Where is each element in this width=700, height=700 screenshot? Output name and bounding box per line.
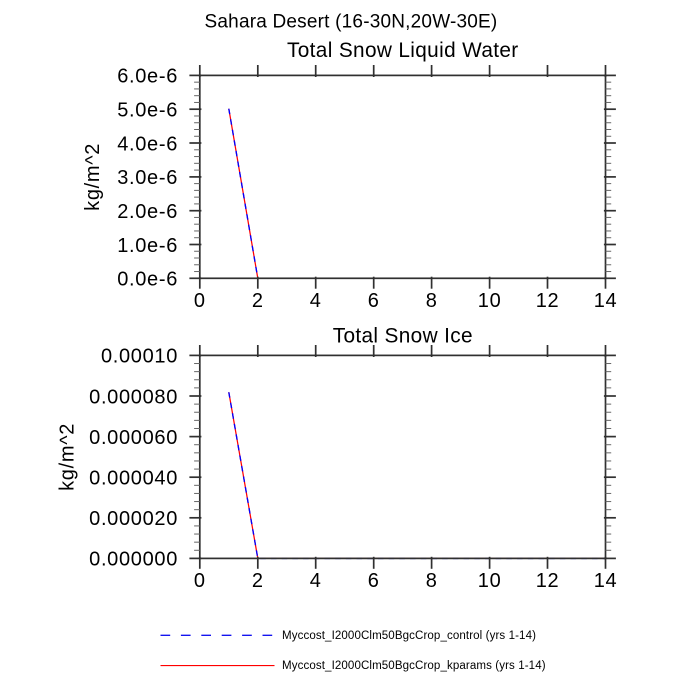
svg-text:6.0e-6: 6.0e-6: [117, 66, 178, 88]
svg-text:0.0e-6: 0.0e-6: [117, 269, 178, 291]
svg-text:8: 8: [426, 570, 438, 592]
svg-text:0.000040: 0.000040: [89, 468, 178, 490]
svg-text:10: 10: [478, 290, 502, 312]
svg-text:Myccost_I2000Clm50BgcCrop_kpar: Myccost_I2000Clm50BgcCrop_kparams (yrs 1…: [282, 660, 546, 672]
svg-text:6: 6: [368, 290, 380, 312]
svg-text:6: 6: [368, 570, 380, 592]
svg-text:0.000000: 0.000000: [89, 549, 178, 571]
svg-text:0: 0: [194, 570, 206, 592]
svg-text:2.0e-6: 2.0e-6: [117, 201, 178, 223]
svg-text:14: 14: [594, 570, 618, 592]
svg-text:Sahara Desert (16-30N,20W-30E): Sahara Desert (16-30N,20W-30E): [205, 11, 498, 32]
svg-text:12: 12: [536, 290, 560, 312]
svg-text:0: 0: [194, 290, 206, 312]
svg-text:4: 4: [310, 290, 322, 312]
svg-text:0.000060: 0.000060: [89, 427, 178, 449]
svg-text:4.0e-6: 4.0e-6: [117, 133, 178, 155]
svg-text:0.000020: 0.000020: [89, 508, 178, 530]
svg-text:0.00010: 0.00010: [101, 346, 178, 368]
svg-text:3.0e-6: 3.0e-6: [117, 167, 178, 189]
svg-text:1.0e-6: 1.0e-6: [117, 235, 178, 257]
svg-text:5.0e-6: 5.0e-6: [117, 100, 178, 122]
svg-text:2: 2: [252, 290, 264, 312]
svg-text:14: 14: [594, 290, 618, 312]
svg-text:kg/m^2: kg/m^2: [82, 143, 104, 211]
svg-text:8: 8: [426, 290, 438, 312]
svg-text:Myccost_I2000Clm50BgcCrop_cont: Myccost_I2000Clm50BgcCrop_control (yrs 1…: [282, 630, 536, 642]
svg-text:Total Snow Ice: Total Snow Ice: [333, 324, 473, 347]
svg-text:Total Snow Liquid Water: Total Snow Liquid Water: [287, 39, 519, 62]
svg-text:2: 2: [252, 570, 264, 592]
svg-text:0.000080: 0.000080: [89, 386, 178, 408]
svg-text:kg/m^2: kg/m^2: [57, 423, 79, 491]
svg-text:4: 4: [310, 570, 322, 592]
svg-text:12: 12: [536, 570, 560, 592]
svg-text:10: 10: [478, 570, 502, 592]
